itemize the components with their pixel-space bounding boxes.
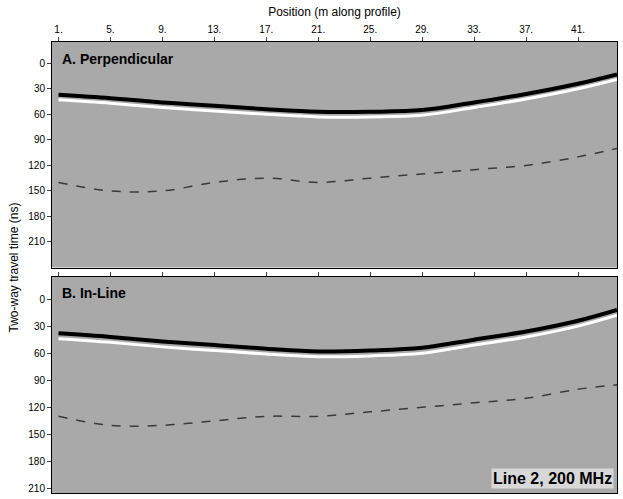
svg-text:180: 180 [28, 211, 45, 222]
svg-text:180: 180 [28, 456, 45, 467]
svg-text:150: 150 [28, 429, 45, 440]
svg-text:Two-way travel time (ns): Two-way travel time (ns) [7, 202, 21, 332]
svg-text:1.: 1. [54, 24, 62, 35]
svg-text:17.: 17. [259, 24, 273, 35]
svg-text:90: 90 [34, 134, 46, 145]
svg-text:21.: 21. [311, 24, 325, 35]
svg-text:33.: 33. [467, 24, 481, 35]
svg-text:150: 150 [28, 185, 45, 196]
svg-text:B. In-Line: B. In-Line [62, 285, 126, 301]
svg-text:37.: 37. [519, 24, 533, 35]
svg-text:30: 30 [34, 321, 46, 332]
svg-text:9.: 9. [158, 24, 166, 35]
svg-text:30: 30 [34, 83, 46, 94]
svg-text:41.: 41. [571, 24, 585, 35]
svg-text:Line 2, 200 MHz: Line 2, 200 MHz [493, 470, 612, 487]
svg-text:0: 0 [39, 294, 45, 305]
svg-text:0: 0 [39, 58, 45, 69]
svg-text:13.: 13. [207, 24, 221, 35]
svg-text:29.: 29. [415, 24, 429, 35]
svg-text:210: 210 [28, 483, 45, 494]
svg-text:60: 60 [34, 348, 46, 359]
svg-text:60: 60 [34, 109, 46, 120]
svg-text:Position (m along profile): Position (m along profile) [268, 5, 401, 19]
svg-text:120: 120 [28, 160, 45, 171]
svg-text:90: 90 [34, 375, 46, 386]
svg-text:A. Perpendicular: A. Perpendicular [62, 51, 174, 67]
svg-text:25.: 25. [363, 24, 377, 35]
svg-text:120: 120 [28, 402, 45, 413]
svg-text:5.: 5. [106, 24, 114, 35]
svg-text:210: 210 [28, 236, 45, 247]
